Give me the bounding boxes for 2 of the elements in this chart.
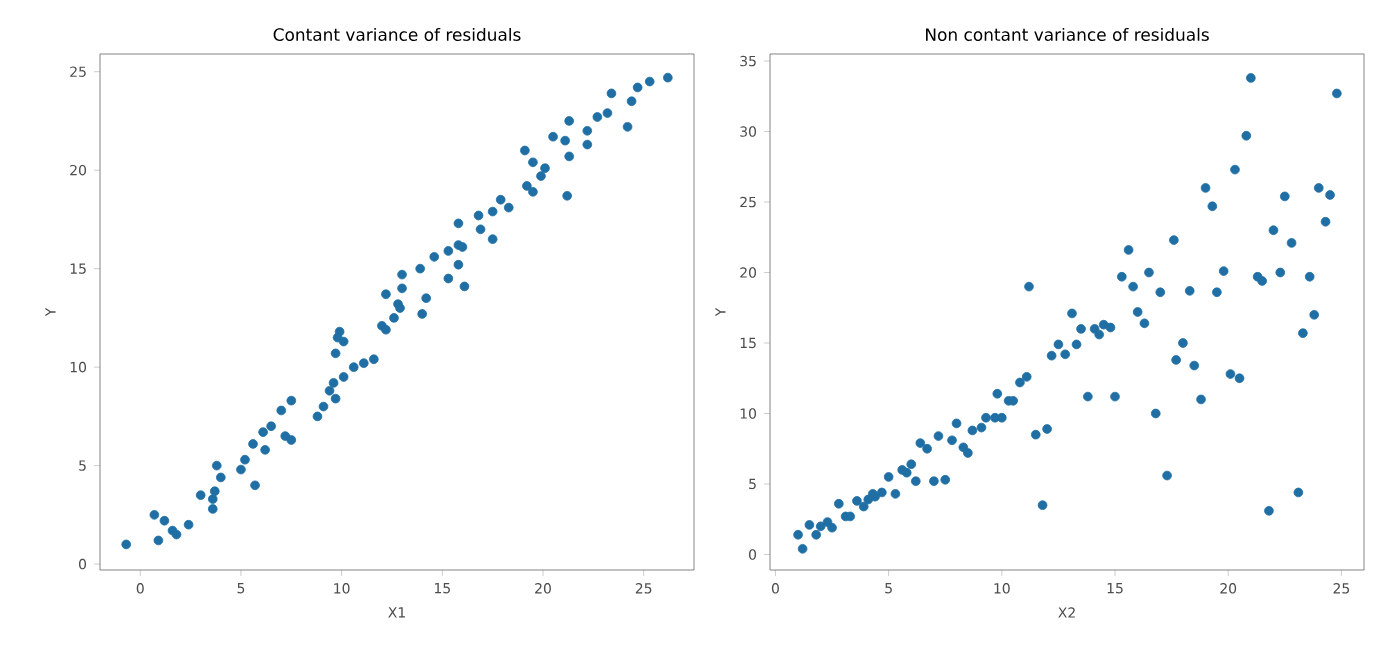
chart-title: Non contant variance of residuals — [926, 27, 1209, 42]
chart-title: Contant variance of residuals — [273, 27, 521, 41]
